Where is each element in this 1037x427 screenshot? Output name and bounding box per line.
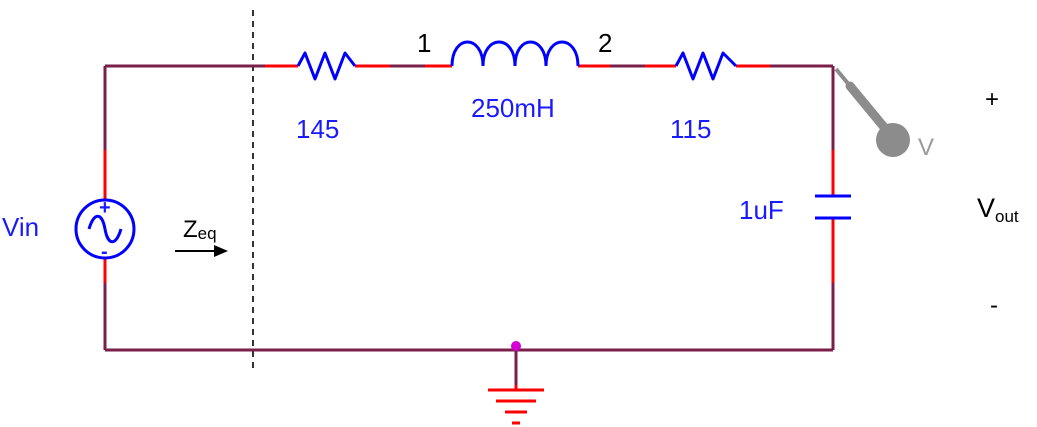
zeq-main: Z [183, 216, 198, 243]
vout-subscript: out [995, 207, 1019, 226]
zeq-label: Zeq [183, 216, 217, 243]
vout-main: V [977, 193, 995, 223]
probe-label: V [918, 134, 934, 161]
ground-junction-dot [511, 341, 521, 351]
ground-icon [488, 388, 544, 425]
source-label: Vin [2, 212, 39, 242]
wires [103, 64, 835, 385]
resistor-115-label: 115 [670, 114, 711, 144]
sine-wave-icon [87, 214, 123, 244]
zeq-subscript: eq [198, 224, 217, 243]
resistor-145-label: 145 [296, 114, 339, 144]
source-plus-sign: + [99, 197, 111, 219]
node-2-label: 2 [598, 28, 612, 58]
probe-tip-icon [876, 123, 910, 157]
voltage-probe [834, 67, 910, 157]
vout-label: Vout [977, 193, 1019, 226]
ac-source: + - [74, 197, 136, 263]
inductor-label: 250mH [471, 93, 555, 123]
zeq-arrow [175, 245, 228, 257]
capacitor-label: 1uF [739, 195, 784, 225]
resistor-115 [674, 51, 738, 81]
resistor-145 [296, 51, 357, 81]
vout-plus-sign: + [985, 86, 999, 113]
capacitor-1uf [815, 194, 851, 220]
component-leads [103, 64, 835, 390]
inductor-250mh [450, 40, 580, 67]
vout-minus-sign: - [990, 292, 998, 319]
node-1-label: 1 [417, 28, 431, 58]
source-minus-sign: - [101, 241, 108, 263]
